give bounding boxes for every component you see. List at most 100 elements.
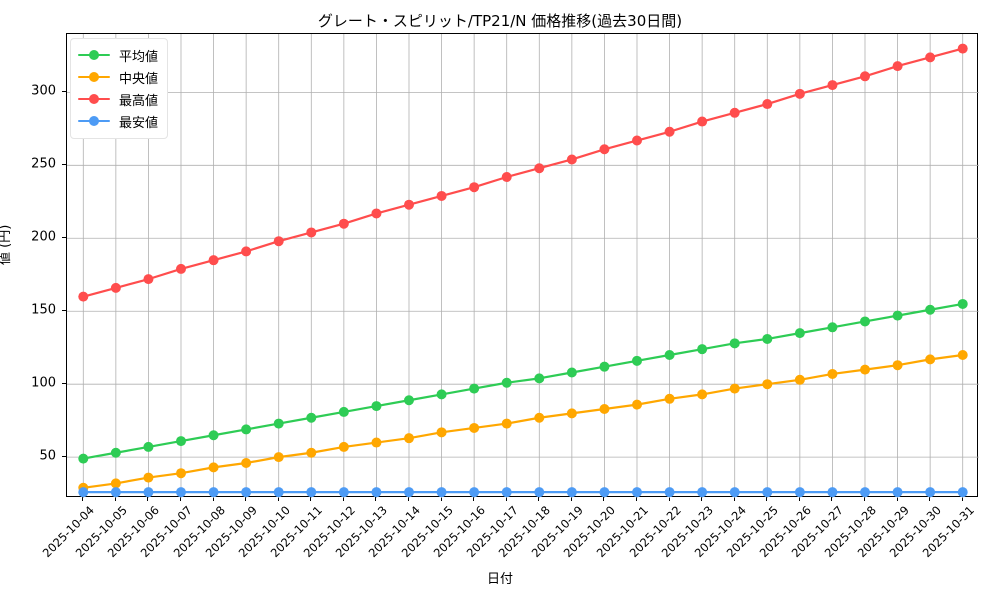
- x-tick-mark: [375, 497, 377, 501]
- data-point-marker: [176, 436, 186, 447]
- x-tick-mark: [570, 497, 572, 501]
- data-point-marker: [534, 487, 545, 498]
- data-point-marker: [78, 487, 89, 498]
- data-point-marker: [599, 487, 610, 498]
- data-point-marker: [404, 395, 414, 406]
- data-point-marker: [632, 399, 642, 410]
- legend-swatch-icon: [78, 113, 110, 129]
- series-line: [82, 302, 964, 460]
- legend-label: 平均値: [119, 49, 159, 65]
- data-point-marker: [664, 393, 675, 404]
- x-tick-mark: [798, 497, 800, 501]
- data-point-marker: [143, 487, 154, 498]
- plot-area: [66, 33, 979, 498]
- series-line: [82, 353, 964, 489]
- data-point-marker: [762, 379, 773, 390]
- data-point-marker: [273, 418, 284, 429]
- data-point-marker: [827, 80, 838, 91]
- data-point-marker: [860, 364, 870, 375]
- data-point-marker: [273, 452, 284, 463]
- data-point-marker: [208, 487, 219, 498]
- x-tick-mark: [603, 497, 605, 501]
- x-tick-mark: [82, 497, 84, 501]
- legend-item-2[interactable]: 中央値: [78, 66, 158, 88]
- data-point-marker: [957, 43, 968, 54]
- legend-item-4[interactable]: 最安値: [78, 110, 158, 132]
- x-tick-mark: [896, 497, 898, 501]
- data-point-marker: [860, 71, 870, 82]
- y-tick-mark: [62, 237, 66, 239]
- data-point-marker: [794, 374, 805, 385]
- data-point-marker: [827, 368, 838, 379]
- data-point-marker: [110, 447, 121, 458]
- data-point-marker: [697, 487, 708, 498]
- data-point-marker: [371, 208, 382, 219]
- data-point-marker: [306, 487, 317, 498]
- data-point-marker: [436, 487, 447, 498]
- data-point-marker: [404, 199, 414, 210]
- y-tick-label: 300: [31, 83, 56, 99]
- data-point-marker: [110, 282, 121, 293]
- data-point-marker: [143, 472, 154, 483]
- y-tick-mark: [62, 164, 66, 166]
- data-point-marker: [501, 171, 512, 182]
- data-point-marker: [827, 322, 838, 333]
- x-tick-mark: [342, 497, 344, 501]
- x-tick-mark: [147, 497, 149, 501]
- chart-title: グレート・スピリット/TP21/N 価格推移(過去30日間): [317, 12, 683, 30]
- data-point-marker: [697, 389, 708, 400]
- data-point-marker: [860, 316, 870, 327]
- y-tick-label: 50: [39, 448, 56, 464]
- x-tick-mark: [733, 497, 735, 501]
- y-tick-label: 150: [31, 302, 56, 318]
- data-point-marker: [534, 163, 545, 174]
- data-point-marker: [371, 487, 382, 498]
- x-tick-mark: [831, 497, 833, 501]
- data-point-marker: [762, 487, 773, 498]
- data-point-marker: [436, 389, 447, 400]
- x-tick-mark: [864, 497, 865, 501]
- data-point-marker: [534, 412, 545, 423]
- x-tick-mark: [538, 497, 540, 501]
- y-tick-mark: [62, 456, 66, 458]
- legend-label: 中央値: [119, 71, 159, 87]
- data-point-marker: [241, 424, 252, 435]
- data-point-marker: [794, 328, 805, 339]
- data-point-marker: [110, 487, 121, 498]
- data-point-marker: [599, 361, 610, 372]
- data-point-marker: [241, 487, 252, 498]
- x-tick-mark: [961, 497, 963, 501]
- data-point-marker: [599, 144, 610, 155]
- data-point-marker: [306, 227, 317, 238]
- data-point-marker: [241, 457, 252, 468]
- data-point-marker: [371, 437, 382, 448]
- data-point-marker: [208, 462, 219, 473]
- data-point-marker: [436, 427, 447, 438]
- data-point-marker: [534, 373, 545, 384]
- data-point-marker: [208, 430, 219, 441]
- data-point-marker: [208, 255, 219, 266]
- x-tick-mark: [766, 497, 768, 501]
- data-point-marker: [566, 487, 577, 498]
- data-point-marker: [273, 487, 284, 498]
- x-tick-mark: [245, 497, 247, 501]
- x-tick-mark: [668, 497, 670, 501]
- y-tick-mark: [62, 383, 66, 385]
- legend-label: 最安値: [119, 115, 159, 131]
- data-point-marker: [794, 487, 805, 498]
- data-point-marker: [697, 116, 708, 127]
- data-point-marker: [664, 487, 675, 498]
- legend-item-3[interactable]: 最高値: [78, 88, 158, 110]
- data-point-marker: [501, 377, 512, 388]
- data-point-marker: [892, 310, 903, 321]
- data-point-marker: [925, 354, 936, 365]
- legend-label: 最高値: [119, 93, 159, 109]
- data-point-marker: [501, 418, 512, 429]
- legend-item-1[interactable]: 平均値: [78, 44, 158, 66]
- data-point-marker: [469, 182, 480, 193]
- legend-swatch-icon: [78, 91, 110, 107]
- data-point-marker: [664, 126, 675, 137]
- x-tick-mark: [408, 497, 409, 501]
- data-point-marker: [338, 406, 349, 417]
- x-tick-mark: [473, 497, 475, 501]
